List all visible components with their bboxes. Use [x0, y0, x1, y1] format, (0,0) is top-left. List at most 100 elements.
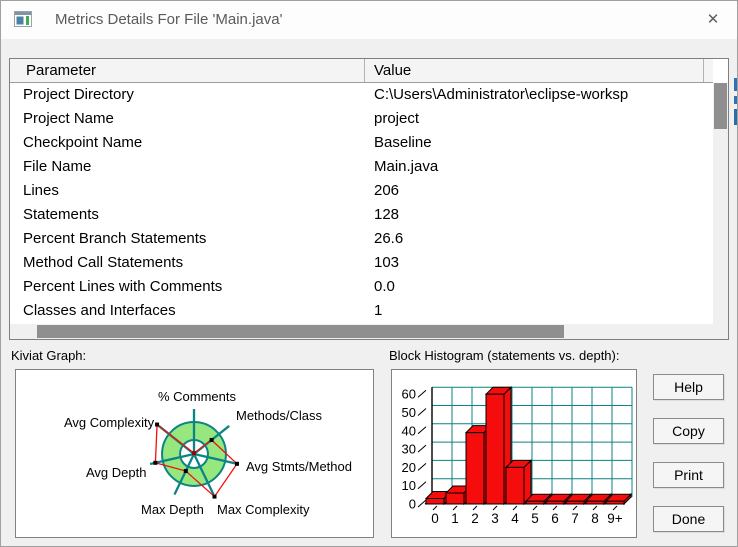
kiviat-chart-svg: % Comments Methods/Class Avg Stmts/Method M…	[64, 389, 352, 517]
kiviat-spoke	[192, 453, 215, 496]
histogram-y-tick-label: 40	[402, 423, 416, 438]
background-window-sliver	[734, 78, 737, 125]
histogram-x-tick-label: 2	[471, 511, 479, 526]
histogram-section-label: Block Histogram (statements vs. depth):	[389, 348, 620, 363]
block-histogram-box: 0 10 20 30 40 50 60 0 1 2 3 4 5 6 7 8 9+	[391, 369, 637, 538]
parameter-cell: Percent Branch Statements	[23, 230, 207, 247]
histogram-x-tick-label: 1	[451, 511, 459, 526]
table-row[interactable]: Percent Lines with Comments 0.0	[10, 275, 713, 299]
histogram-y-tick-label: 30	[402, 442, 416, 457]
scrollbar-corner	[713, 324, 728, 339]
table-header: Parameter Value	[10, 59, 713, 83]
table-row[interactable]: Checkpoint Name Baseline	[10, 131, 713, 155]
histogram-y-tick-label: 20	[402, 460, 416, 475]
histogram-bar	[565, 500, 585, 505]
parameter-cell: Statements	[23, 206, 99, 223]
value-cell: Baseline	[374, 134, 432, 151]
histogram-bar	[425, 498, 445, 505]
done-button[interactable]: Done	[653, 506, 724, 532]
histogram-y-tick-label: 10	[402, 478, 416, 493]
value-cell: project	[374, 110, 420, 127]
window-title: Metrics Details For File 'Main.java'	[55, 11, 283, 28]
value-cell: C:\Users\Administrator\eclipse-worksp	[374, 86, 629, 103]
value-cell: 26.6	[374, 230, 404, 247]
kiviat-axis-label: Methods/Class	[236, 408, 322, 423]
histogram-bar	[445, 492, 465, 505]
histogram-bar	[585, 500, 605, 505]
histogram-y-tick-label: 50	[402, 405, 416, 420]
table-body: Project Directory C:\Users\Administrator\…	[10, 83, 713, 324]
table-row[interactable]: Method Call Statements 103	[10, 251, 713, 275]
kiviat-section-label: Kiviat Graph:	[11, 348, 87, 363]
copy-button[interactable]: Copy	[653, 418, 724, 444]
kiviat-spoke	[149, 452, 195, 466]
value-cell: 103	[374, 254, 400, 271]
histogram-bar	[485, 393, 505, 505]
kiviat-axis-label: % Comments	[158, 389, 237, 404]
vertical-scrollbar-thumb[interactable]	[714, 83, 727, 129]
app-icon	[14, 11, 32, 27]
parameter-cell: Project Directory	[23, 86, 134, 103]
table-row[interactable]: Classes and Interfaces 1	[10, 299, 713, 323]
value-cell: 206	[374, 182, 400, 199]
histogram-bar	[505, 466, 525, 505]
value-cell: 128	[374, 206, 400, 223]
value-cell: Main.java	[374, 158, 439, 175]
print-button[interactable]: Print	[653, 462, 724, 488]
kiviat-axis-label: Max Complexity	[217, 502, 310, 517]
kiviat-axis-label: Avg Stmts/Method	[246, 459, 352, 474]
kiviat-data-marker	[153, 460, 158, 465]
kiviat-spoke	[193, 452, 239, 466]
parameter-cell: Checkpoint Name	[23, 134, 143, 151]
histogram-bar	[545, 500, 565, 505]
titlebar[interactable]: Metrics Details For File 'Main.java' ✕	[1, 1, 737, 39]
histogram-bar	[605, 500, 625, 505]
histogram-y-tick-label: 0	[409, 497, 416, 512]
parameter-cell: Percent Lines with Comments	[23, 278, 223, 295]
table-row[interactable]: Percent Branch Statements 26.6	[10, 227, 713, 251]
parameter-cell: File Name	[23, 158, 92, 175]
kiviat-axis-label: Avg Complexity	[64, 415, 155, 430]
histogram-x-tick-label: 4	[511, 511, 519, 526]
parameter-cell: Classes and Interfaces	[23, 302, 176, 319]
kiviat-data-marker	[155, 422, 160, 427]
histogram-x-tick-label: 5	[531, 511, 539, 526]
kiviat-graph-box: % Comments Methods/Class Avg Stmts/Method M…	[15, 369, 374, 538]
table-row[interactable]: Statements 128	[10, 203, 713, 227]
kiviat-data-marker	[234, 461, 239, 466]
kiviat-spoke	[173, 453, 196, 496]
kiviat-data-polygon	[154, 423, 238, 498]
close-icon[interactable]: ✕	[706, 11, 720, 28]
parameter-cell: Lines	[23, 182, 59, 199]
help-button[interactable]: Help	[653, 374, 724, 400]
value-cell: 1	[374, 302, 383, 319]
horizontal-scrollbar-thumb[interactable]	[37, 325, 564, 338]
histogram-x-tick-label: 0	[431, 511, 439, 526]
kiviat-data-marker	[209, 437, 214, 442]
vertical-scrollbar[interactable]	[713, 83, 728, 324]
histogram-y-tick-label: 60	[402, 387, 416, 402]
parameter-cell: Project Name	[23, 110, 114, 127]
table-row[interactable]: Project Directory C:\Users\Administrator\…	[10, 83, 713, 107]
histogram-bar	[525, 500, 545, 505]
table-row[interactable]: Project Name project	[10, 107, 713, 131]
table-row[interactable]: Lines 206	[10, 179, 713, 203]
parameter-cell: Method Call Statements	[23, 254, 184, 271]
column-header-value[interactable]: Value	[365, 59, 704, 82]
histogram-x-tick-label: 9+	[607, 511, 623, 526]
histogram-x-tick-label: 3	[491, 511, 499, 526]
table-row[interactable]: File Name Main.java	[10, 155, 713, 179]
column-header-parameter[interactable]: Parameter	[10, 59, 365, 82]
histogram-x-tick-label: 7	[571, 511, 579, 526]
histogram-bar	[465, 432, 485, 505]
histogram-x-tick-label: 8	[591, 511, 599, 526]
histogram-x-tick-label: 6	[551, 511, 559, 526]
value-cell: 0.0	[374, 278, 395, 295]
metrics-table: Parameter Value Project Directory C:\User…	[9, 58, 729, 340]
kiviat-axis-label: Avg Depth	[86, 465, 146, 480]
kiviat-data-marker	[192, 451, 196, 456]
horizontal-scrollbar[interactable]	[10, 324, 713, 339]
kiviat-data-marker	[212, 494, 217, 499]
